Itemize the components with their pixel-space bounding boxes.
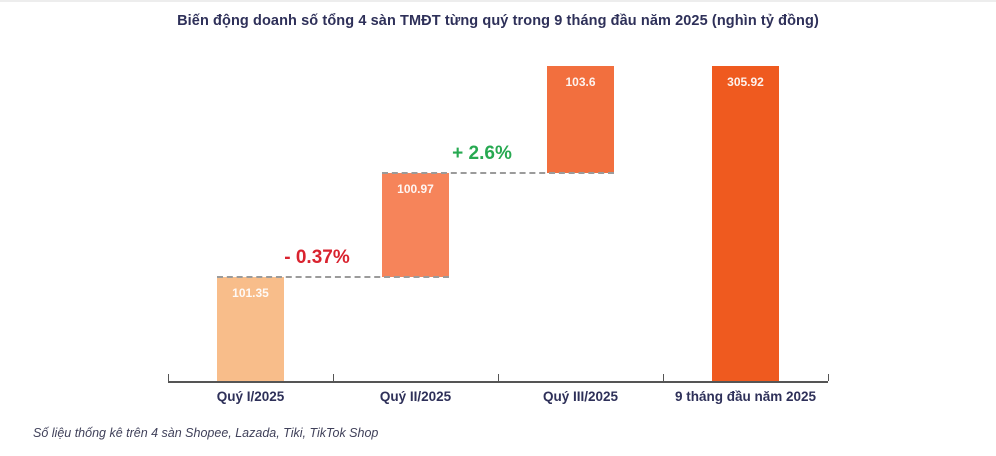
bar-quy-ii-2025: 100.97 <box>382 173 449 277</box>
x-axis-tick <box>828 374 829 381</box>
bar-value-label: 305.92 <box>727 75 764 89</box>
annotation-increase: + 2.6% <box>452 143 512 164</box>
x-axis-label-9-thang-dau-nam-2025: 9 tháng đầu năm 2025 <box>674 389 817 404</box>
x-axis-tick <box>498 374 499 381</box>
x-axis-label-quy-ii-2025: Quý II/2025 <box>379 389 452 404</box>
x-axis-tick <box>168 374 169 381</box>
x-axis-label-quy-iii-2025: Quý III/2025 <box>542 389 619 404</box>
bar-value-label: 100.97 <box>397 182 434 196</box>
x-axis-line <box>168 381 828 383</box>
bar-9-thang-dau-nam-2025: 305.92 <box>712 66 779 381</box>
x-axis-tick <box>663 374 664 381</box>
chart-title: Biến động doanh số tổng 4 sàn TMĐT từng … <box>177 13 819 29</box>
annotation-decrease: - 0.37% <box>284 247 350 268</box>
x-axis-tick <box>333 374 334 381</box>
bar-value-label: 101.35 <box>232 286 269 300</box>
bar-value-label: 103.6 <box>565 75 596 89</box>
connector-dashed-line <box>217 276 449 278</box>
source-note: Số liệu thống kê trên 4 sàn Shopee, Laza… <box>33 426 379 440</box>
connector-dashed-line <box>382 172 614 174</box>
bar-quy-i-2025: 101.35 <box>217 277 284 381</box>
bar-quy-iii-2025: 103.6 <box>547 66 614 173</box>
top-border <box>0 0 996 2</box>
x-axis-label-quy-i-2025: Quý I/2025 <box>216 389 285 404</box>
